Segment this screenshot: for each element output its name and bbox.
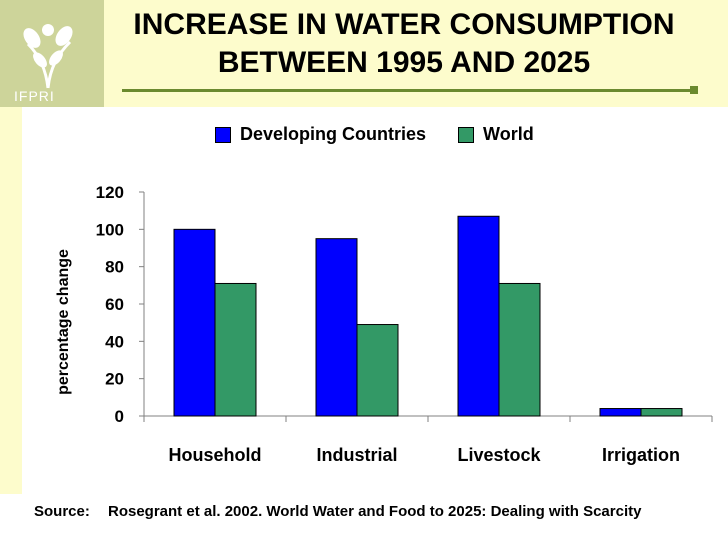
x-category-label: Livestock (457, 445, 541, 465)
bar-developing-household (173, 228, 216, 417)
title-line-1: INCREASE IN WATER CONSUMPTION (133, 8, 675, 41)
page-title: INCREASE IN WATER CONSUMPTION BETWEEN 19… (104, 6, 704, 82)
source-label: Source: (34, 503, 90, 520)
bar-developing-livestock (457, 215, 500, 417)
legend-swatch-world (458, 126, 475, 143)
bar-world-irrigation (640, 408, 683, 417)
legend-item-world: World (458, 124, 534, 145)
legend-label-developing: Developing Countries (240, 124, 427, 144)
y-tick-label: 60 (105, 295, 124, 314)
title-rule (122, 89, 690, 92)
bar-world-household (214, 282, 257, 417)
ifpri-logo-icon (23, 24, 73, 89)
y-tick-label: 100 (96, 220, 124, 239)
logo-panel: IFPRI (0, 0, 104, 107)
bar-world-livestock (498, 282, 541, 417)
left-strip (0, 107, 22, 494)
y-tick-label: 120 (96, 183, 124, 202)
x-category-label: Industrial (316, 445, 397, 465)
title-rule-end (690, 86, 698, 94)
y-tick-label: 20 (105, 370, 124, 389)
legend-item-developing: Developing Countries (215, 124, 426, 145)
logo-text: IFPRI (14, 88, 55, 104)
source-text: Rosegrant et al. 2002. World Water and F… (108, 503, 642, 520)
bar-world-industrial (356, 324, 399, 417)
chart-legend: Developing Countries World (215, 124, 562, 145)
x-category-label: Irrigation (602, 445, 680, 465)
title-line-2: BETWEEN 1995 AND 2025 (217, 46, 591, 79)
y-tick-label: 80 (105, 258, 124, 277)
legend-label-world: World (483, 124, 534, 144)
y-axis-title: percentage change (55, 249, 72, 395)
x-category-label: Household (169, 445, 262, 465)
legend-swatch-developing (215, 126, 231, 143)
y-tick-label: 40 (105, 332, 124, 351)
bar-developing-irrigation (599, 408, 642, 417)
bar-developing-industrial (315, 238, 358, 417)
y-tick-label: 0 (115, 407, 124, 426)
